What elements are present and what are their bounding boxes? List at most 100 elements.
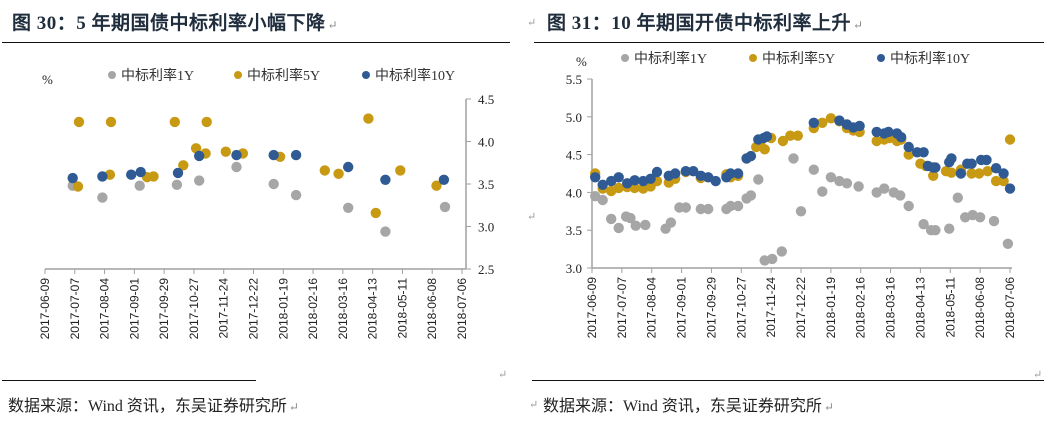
data-point: [148, 171, 159, 182]
y-tick-label: 5.0: [566, 110, 582, 125]
y-unit-label: %: [42, 72, 53, 87]
data-point: [613, 172, 624, 183]
data-point: [73, 116, 85, 128]
paragraph-mark-icon: ↵: [823, 400, 834, 414]
y-tick-label: 4.0: [566, 185, 582, 200]
paragraph-mark-icon: ↵: [527, 211, 537, 223]
paragraph-mark-icon: ↵: [853, 18, 864, 32]
data-point: [67, 172, 78, 184]
data-point: [1002, 238, 1014, 249]
data-point: [268, 178, 279, 190]
y-tick-label: 4.5: [566, 148, 582, 163]
x-tick-label: 2017-11-24: [217, 278, 231, 339]
data-point: [438, 174, 450, 185]
paragraph-mark-icon: ↵: [498, 369, 508, 381]
data-point: [319, 165, 330, 176]
x-tick-label: 2017-07-07: [68, 278, 82, 340]
x-tick-label: 2018-06-08: [425, 278, 439, 340]
data-point: [903, 141, 914, 153]
x-tick-label: 2018-04-13: [913, 277, 927, 339]
data-point: [930, 162, 941, 173]
data-point: [231, 161, 242, 173]
data-point: [946, 167, 957, 178]
paragraph-mark-icon: ↵: [529, 399, 539, 411]
data-point: [343, 161, 354, 173]
data-point: [903, 149, 914, 160]
data-point: [808, 164, 819, 175]
data-point: [1004, 134, 1016, 145]
data-point: [72, 181, 84, 192]
x-tick-label: 2017-12-22: [794, 277, 808, 339]
data-point: [761, 131, 773, 142]
source-rule: [2, 380, 256, 381]
data-point: [808, 117, 819, 128]
data-point: [930, 225, 941, 236]
data-point: [725, 168, 736, 179]
data-point: [606, 213, 617, 225]
data-point: [974, 212, 986, 223]
paragraph-mark-icon: ↵: [327, 18, 339, 32]
data-point: [629, 175, 640, 186]
data-point: [231, 149, 242, 161]
data-point: [169, 116, 180, 128]
data-point: [981, 154, 992, 166]
data-point: [732, 200, 744, 212]
figure-31-source: 数据来源：Wind 资讯，东吴证券研究所 ↵: [543, 392, 834, 416]
x-tick-label: 2018-07-06: [455, 278, 469, 340]
data-point: [680, 166, 691, 177]
data-point: [651, 166, 663, 178]
y-tick-label: 3.5: [566, 223, 582, 238]
data-point: [990, 163, 1002, 174]
data-point: [613, 182, 624, 194]
data-point: [725, 200, 736, 212]
y-tick-label: 4.5: [478, 92, 494, 107]
x-tick-label: 2017-10-27: [187, 278, 201, 340]
data-point: [817, 186, 828, 197]
data-point: [126, 169, 137, 180]
x-tick-label: 2018-03-16: [336, 278, 350, 340]
data-point: [883, 126, 894, 138]
data-point: [97, 192, 108, 203]
figure-30-title-text: 图 30：5 年期国债中标利率小幅下降: [12, 13, 326, 34]
data-point: [998, 175, 1009, 187]
data-point: [710, 175, 721, 187]
data-point: [918, 219, 929, 230]
data-point: [380, 174, 391, 185]
data-point: [201, 116, 212, 128]
data-point: [988, 215, 1000, 227]
x-tick-label: 2017-09-01: [675, 277, 689, 339]
figure-31-title-text: 图 31：10 年期国开债中标利率上升: [547, 13, 852, 34]
legend-label: 中标利率10Y: [890, 50, 970, 67]
y-tick-label: 3.0: [566, 261, 582, 276]
data-point: [759, 144, 770, 155]
x-tick-label: 2017-06-09: [38, 278, 52, 340]
x-tick-label: 2017-11-24: [764, 277, 778, 338]
y-tick-label: 2.5: [478, 262, 494, 277]
data-point: [944, 223, 955, 234]
x-tick-label: 2018-06-08: [973, 277, 987, 339]
data-point: [268, 149, 279, 161]
data-point: [973, 168, 985, 179]
legend-marker-icon: [749, 54, 757, 62]
data-point: [613, 222, 624, 234]
figure-30-panel: 图 30：5 年期国债中标利率小幅下降 ↵ % 中标利率1Y 中标利率5Y 中标利率10…: [2, 13, 510, 415]
x-tick-label: 2018-07-06: [1003, 277, 1017, 339]
data-point: [670, 168, 681, 179]
data-point: [194, 175, 205, 186]
data-point: [220, 146, 231, 157]
paragraph-mark-icon: ↵: [1033, 369, 1043, 381]
data-point: [439, 201, 451, 213]
data-point: [777, 135, 789, 147]
data-point: [171, 179, 183, 190]
data-point: [776, 246, 787, 257]
data-point: [745, 150, 757, 162]
y-tick-label: 3.0: [478, 220, 494, 235]
x-tick-label: 2017-12-22: [247, 278, 261, 340]
data-point: [665, 217, 677, 228]
figure-31-title: 图 31：10 年期国开债中标利率上升 ↵: [547, 8, 864, 35]
x-tick-label: 2018-03-16: [884, 277, 898, 339]
data-point: [903, 200, 914, 212]
title-rule: [534, 42, 1044, 43]
legend-label: 中标利率1Y: [634, 50, 707, 67]
data-point: [597, 179, 608, 190]
